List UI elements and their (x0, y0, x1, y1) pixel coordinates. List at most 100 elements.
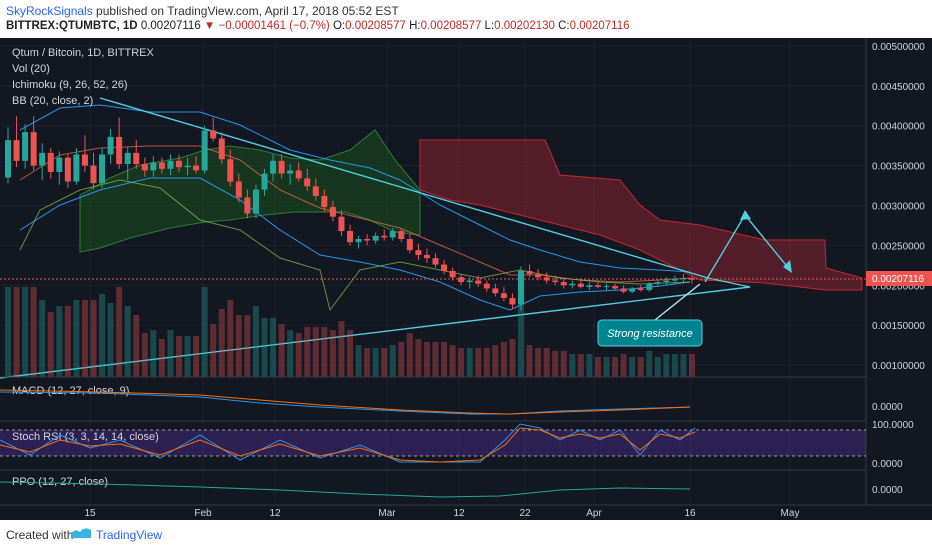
volume-bar (107, 303, 114, 377)
candle-body (141, 164, 148, 171)
volume-bar (449, 345, 456, 377)
candle-body (535, 274, 542, 278)
y-tick-label: 0.00350000 (872, 162, 925, 173)
candle-body (372, 235, 379, 241)
stoch-axis-bottom: 0.0000 (872, 459, 903, 470)
candle-body (304, 178, 311, 187)
volume-bar (287, 330, 294, 377)
chart-svg[interactable]: 0.00500000 0.00450000 0.00400000 0.00350000… (0, 38, 932, 520)
volume-bar (483, 348, 490, 377)
volume-bar (389, 345, 396, 377)
volume-bar (518, 287, 524, 377)
candle-body (244, 197, 251, 214)
x-tick-label: Mar (378, 508, 396, 519)
volume-bar (235, 315, 242, 377)
candle-body (449, 270, 456, 278)
close-label: C: (558, 20, 570, 32)
convergence-line (707, 277, 751, 288)
y-tick-label: 0.00150000 (872, 321, 925, 332)
volume-bar (603, 357, 610, 377)
volume-bar (13, 287, 20, 377)
volume-bar (56, 306, 63, 377)
volume-bar (5, 287, 11, 377)
symbol-line: BITTREX:QTUMBTC, 1D 0.00207116 ▼ −0.0000… (6, 20, 630, 32)
volume-bar (90, 300, 97, 377)
ppo-axis-label: 0.0000 (872, 485, 903, 496)
tradingview-logo-icon[interactable] (70, 524, 92, 540)
ppo-line (0, 481, 691, 498)
volume-bar (475, 348, 482, 377)
candle-body (543, 277, 550, 281)
volume-bar (415, 339, 422, 377)
candle-body (458, 277, 465, 283)
stoch-band (0, 430, 866, 456)
volume-bar (372, 348, 379, 377)
candle-body (347, 231, 353, 243)
volume-bar (406, 333, 413, 377)
volume-bar (201, 287, 208, 377)
volume-bar (167, 330, 174, 377)
candle-body (654, 282, 661, 284)
footer: Created with TradingView (0, 520, 932, 550)
candle-body (90, 165, 97, 184)
candle-body (612, 286, 619, 289)
annotation-text: Strong resistance (607, 328, 693, 340)
x-tick-label: 15 (84, 508, 96, 519)
candle-body (133, 152, 140, 165)
symbol: BITTREX:QTUMBTC, 1D (6, 20, 138, 32)
volume-bar (133, 315, 140, 377)
volume-bar (355, 345, 362, 377)
candle-body (56, 157, 63, 173)
volume-bar (398, 342, 405, 377)
volume-bar (210, 324, 217, 377)
candle-body (415, 250, 422, 255)
ichimoku-cloud-red (419, 139, 863, 291)
candle-body (475, 280, 482, 284)
volume-bar (218, 309, 225, 377)
candle-body (227, 159, 234, 182)
volume-bar (176, 336, 182, 377)
candles (5, 116, 695, 311)
volume-bar (671, 354, 678, 377)
price-change: ▼ −0.00001461 (−0.7%) (203, 20, 330, 32)
high-label: H: (409, 20, 421, 32)
volume-bar (526, 345, 533, 377)
macd-line (0, 391, 691, 415)
ppo-label: PPO (12, 27, close) (12, 476, 108, 488)
volume-bar (543, 348, 550, 377)
candle-body (560, 282, 567, 286)
candle-body (509, 298, 516, 305)
candle-body (483, 283, 490, 289)
volume-bar (654, 357, 661, 377)
high-value: 0.00208577 (420, 20, 482, 32)
projection-arrow-head-up (740, 210, 751, 220)
volume-bar (492, 345, 499, 377)
volume-bar (663, 354, 670, 377)
candle-body (116, 136, 123, 165)
volume-bar (560, 351, 567, 377)
candle-body (646, 283, 653, 291)
volume-bar (295, 333, 302, 377)
candle-body (321, 195, 328, 208)
y-tick-label: 0.00500000 (872, 42, 925, 53)
chart-area[interactable]: 0.00500000 0.00450000 0.00400000 0.00350000… (0, 38, 932, 520)
volume-bar (535, 348, 542, 377)
volume-bar (423, 342, 430, 377)
annotation-box[interactable] (597, 319, 703, 347)
stoch-label: Stoch RSI (3, 3, 14, 14, close) (12, 431, 159, 443)
volume-bar (270, 318, 277, 377)
candle-body (176, 160, 182, 168)
author-link[interactable]: SkyRockSignals (6, 4, 93, 18)
tradingview-brand[interactable]: TradingView (96, 528, 163, 542)
volume-bar (458, 348, 465, 377)
volume-bar (552, 351, 559, 377)
volume-bar (64, 306, 71, 377)
candle-body (107, 136, 114, 155)
candle-body (552, 280, 559, 283)
volume-bar (381, 348, 388, 377)
candle-body (338, 216, 345, 232)
candle-body (99, 154, 106, 184)
candle-body (398, 231, 405, 240)
volume-bar (646, 351, 653, 377)
candle-body (663, 280, 670, 283)
